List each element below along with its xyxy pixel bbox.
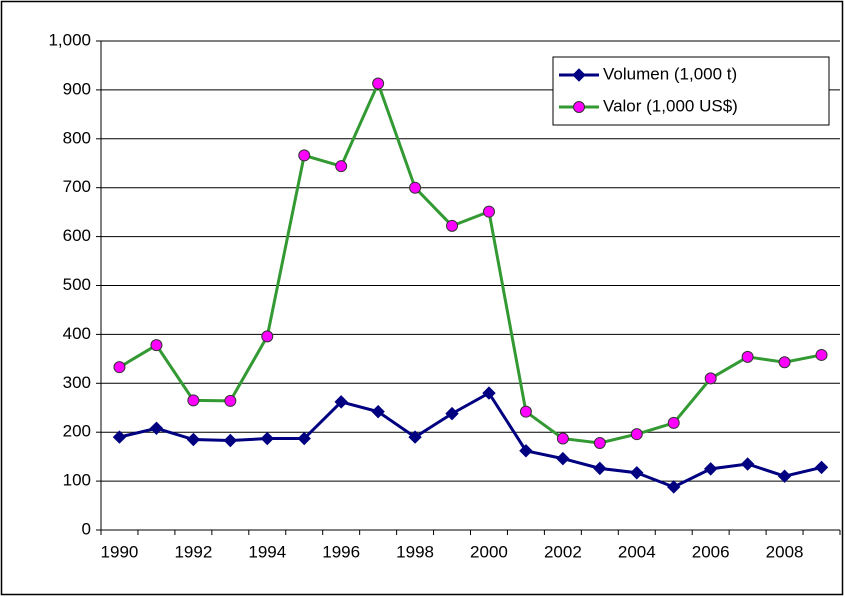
x-tick-label: 1994 [248, 542, 286, 561]
marker [573, 101, 585, 113]
marker [372, 77, 385, 90]
marker [224, 394, 237, 407]
x-tick-label: 1992 [174, 542, 212, 561]
marker [630, 428, 643, 441]
marker [298, 149, 311, 162]
x-tick-label: 1996 [322, 542, 360, 561]
marker [667, 416, 680, 429]
marker [593, 436, 606, 449]
marker [740, 457, 755, 471]
y-tick-label: 800 [63, 128, 91, 147]
y-tick-label: 1,000 [48, 30, 91, 49]
series-line [118, 79, 822, 445]
x-tick-label: 2006 [692, 542, 730, 561]
y-tick-label: 600 [63, 226, 91, 245]
marker [815, 348, 828, 361]
x-tick-label: 1990 [101, 542, 139, 561]
marker [556, 451, 570, 466]
marker [630, 466, 644, 480]
y-tick-label: 500 [63, 275, 91, 294]
y-tick-label: 700 [63, 177, 91, 196]
marker [777, 469, 792, 483]
marker [741, 350, 754, 363]
marker [446, 219, 459, 232]
legend-box [552, 56, 830, 126]
marker [149, 421, 164, 435]
x-tick-label: 1998 [396, 542, 434, 561]
marker [113, 361, 126, 374]
marker [445, 406, 459, 421]
marker [593, 461, 607, 476]
marker [482, 386, 496, 400]
x-tick-label: 2008 [766, 542, 804, 561]
marker [703, 462, 718, 476]
marker [260, 431, 274, 446]
marker [261, 330, 274, 343]
y-tick-label: 400 [63, 324, 91, 343]
marker [572, 68, 586, 82]
marker [187, 394, 200, 407]
x-tick-label: 2002 [544, 542, 582, 561]
y-tick-label: 900 [63, 79, 91, 98]
marker [814, 460, 829, 475]
marker [519, 444, 533, 458]
x-tick-label: 2004 [618, 542, 656, 561]
marker [778, 356, 791, 369]
x-tick-label: 2000 [470, 542, 508, 561]
marker [408, 430, 422, 444]
y-tick-label: 100 [63, 471, 91, 490]
marker [150, 339, 163, 352]
y-tick-label: 200 [63, 422, 91, 441]
legend-label: Valor (1,000 US$) [603, 96, 738, 115]
marker [519, 405, 532, 418]
marker [335, 160, 348, 173]
legend-label: Volumen (1,000 t) [603, 64, 737, 83]
y-tick-label: 300 [63, 373, 91, 392]
marker [112, 430, 127, 444]
legend: Volumen (1,000 t) Valor (1,000 US$) [552, 56, 830, 126]
marker [223, 433, 238, 448]
marker [334, 395, 348, 409]
marker [297, 431, 311, 446]
marker [371, 404, 385, 419]
marker [667, 480, 681, 494]
marker [482, 205, 495, 218]
marker [556, 432, 569, 445]
marker [409, 181, 422, 194]
y-tick-label: 0 [82, 519, 91, 538]
marker [704, 372, 717, 385]
marker [186, 432, 201, 447]
